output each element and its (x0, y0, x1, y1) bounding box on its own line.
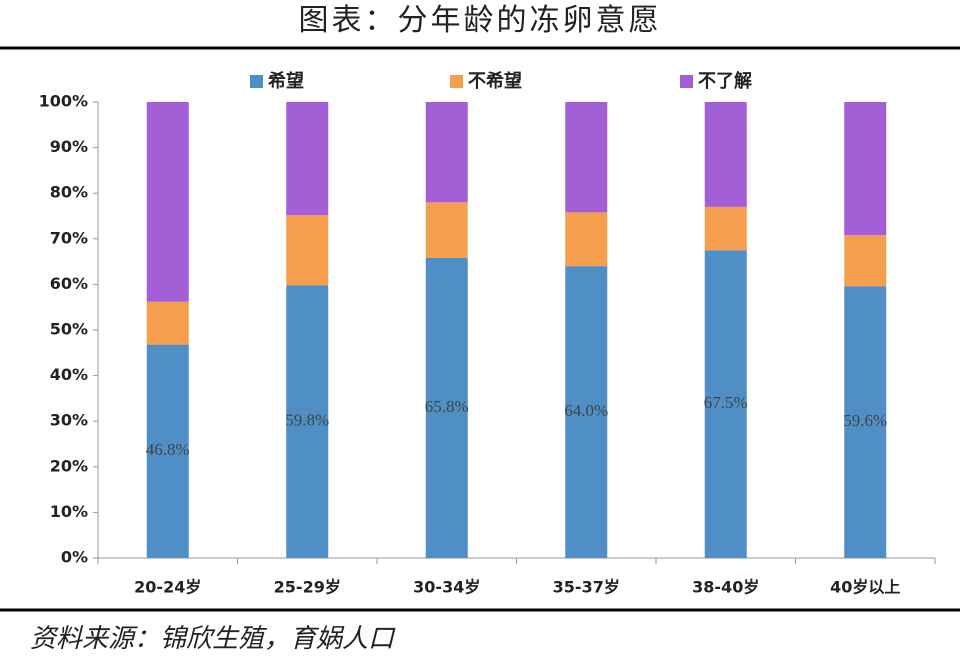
value-label: 59.6% (843, 411, 887, 430)
bar-segment (565, 266, 608, 558)
chart-title: 图表：分年龄的冻卵意愿 (299, 3, 662, 38)
value-label: 67.5% (704, 393, 748, 412)
bar-segment (146, 102, 189, 302)
y-tick-label: 60% (50, 274, 88, 293)
legend-label: 希望 (268, 70, 304, 92)
legend-label: 不希望 (468, 70, 522, 92)
legend-swatch (680, 75, 693, 88)
y-tick-label: 10% (50, 502, 88, 521)
y-tick-label: 20% (50, 456, 88, 475)
y-tick-label: 90% (50, 137, 88, 156)
y-tick-label: 100% (39, 92, 88, 111)
legend-swatch (250, 75, 263, 88)
legend-label: 不了解 (698, 70, 752, 92)
value-label: 46.8% (146, 440, 190, 459)
bar-segment (844, 286, 887, 558)
x-tick-label: 35-37岁 (553, 578, 620, 597)
bar-segment (565, 212, 608, 267)
source-note: 资料来源：锦欣生殖，育娲人口 (30, 624, 396, 654)
y-tick-label: 80% (50, 183, 88, 202)
bar-segment (704, 250, 747, 558)
x-tick-label: 20-24岁 (134, 578, 201, 597)
x-tick-label: 25-29岁 (274, 578, 341, 597)
bar-segment (286, 285, 329, 558)
legend-swatch (450, 75, 463, 88)
bar-segment (286, 215, 329, 286)
y-tick-label: 40% (50, 365, 88, 384)
y-tick-label: 0% (61, 548, 88, 567)
x-tick-label: 30-34岁 (413, 578, 480, 597)
bar-segment (704, 206, 747, 251)
bar-segment (844, 235, 887, 287)
bar-segment (565, 102, 608, 213)
value-label: 64.0% (564, 401, 608, 420)
y-tick-label: 30% (50, 411, 88, 430)
value-label: 59.8% (285, 411, 329, 430)
bar-segment (146, 344, 189, 558)
y-tick-label: 70% (50, 228, 88, 247)
value-label: 65.8% (425, 397, 469, 416)
bar-segment (844, 102, 887, 236)
bar-segment (425, 202, 468, 258)
bar-segment (704, 102, 747, 207)
bar-segment (146, 301, 189, 345)
bar-segment (286, 102, 329, 216)
x-tick-label: 38-40岁 (692, 578, 759, 597)
y-tick-label: 50% (50, 320, 88, 339)
bar-segment (425, 102, 468, 203)
bar-segment (425, 257, 468, 558)
x-tick-label: 40岁以上 (830, 578, 900, 597)
